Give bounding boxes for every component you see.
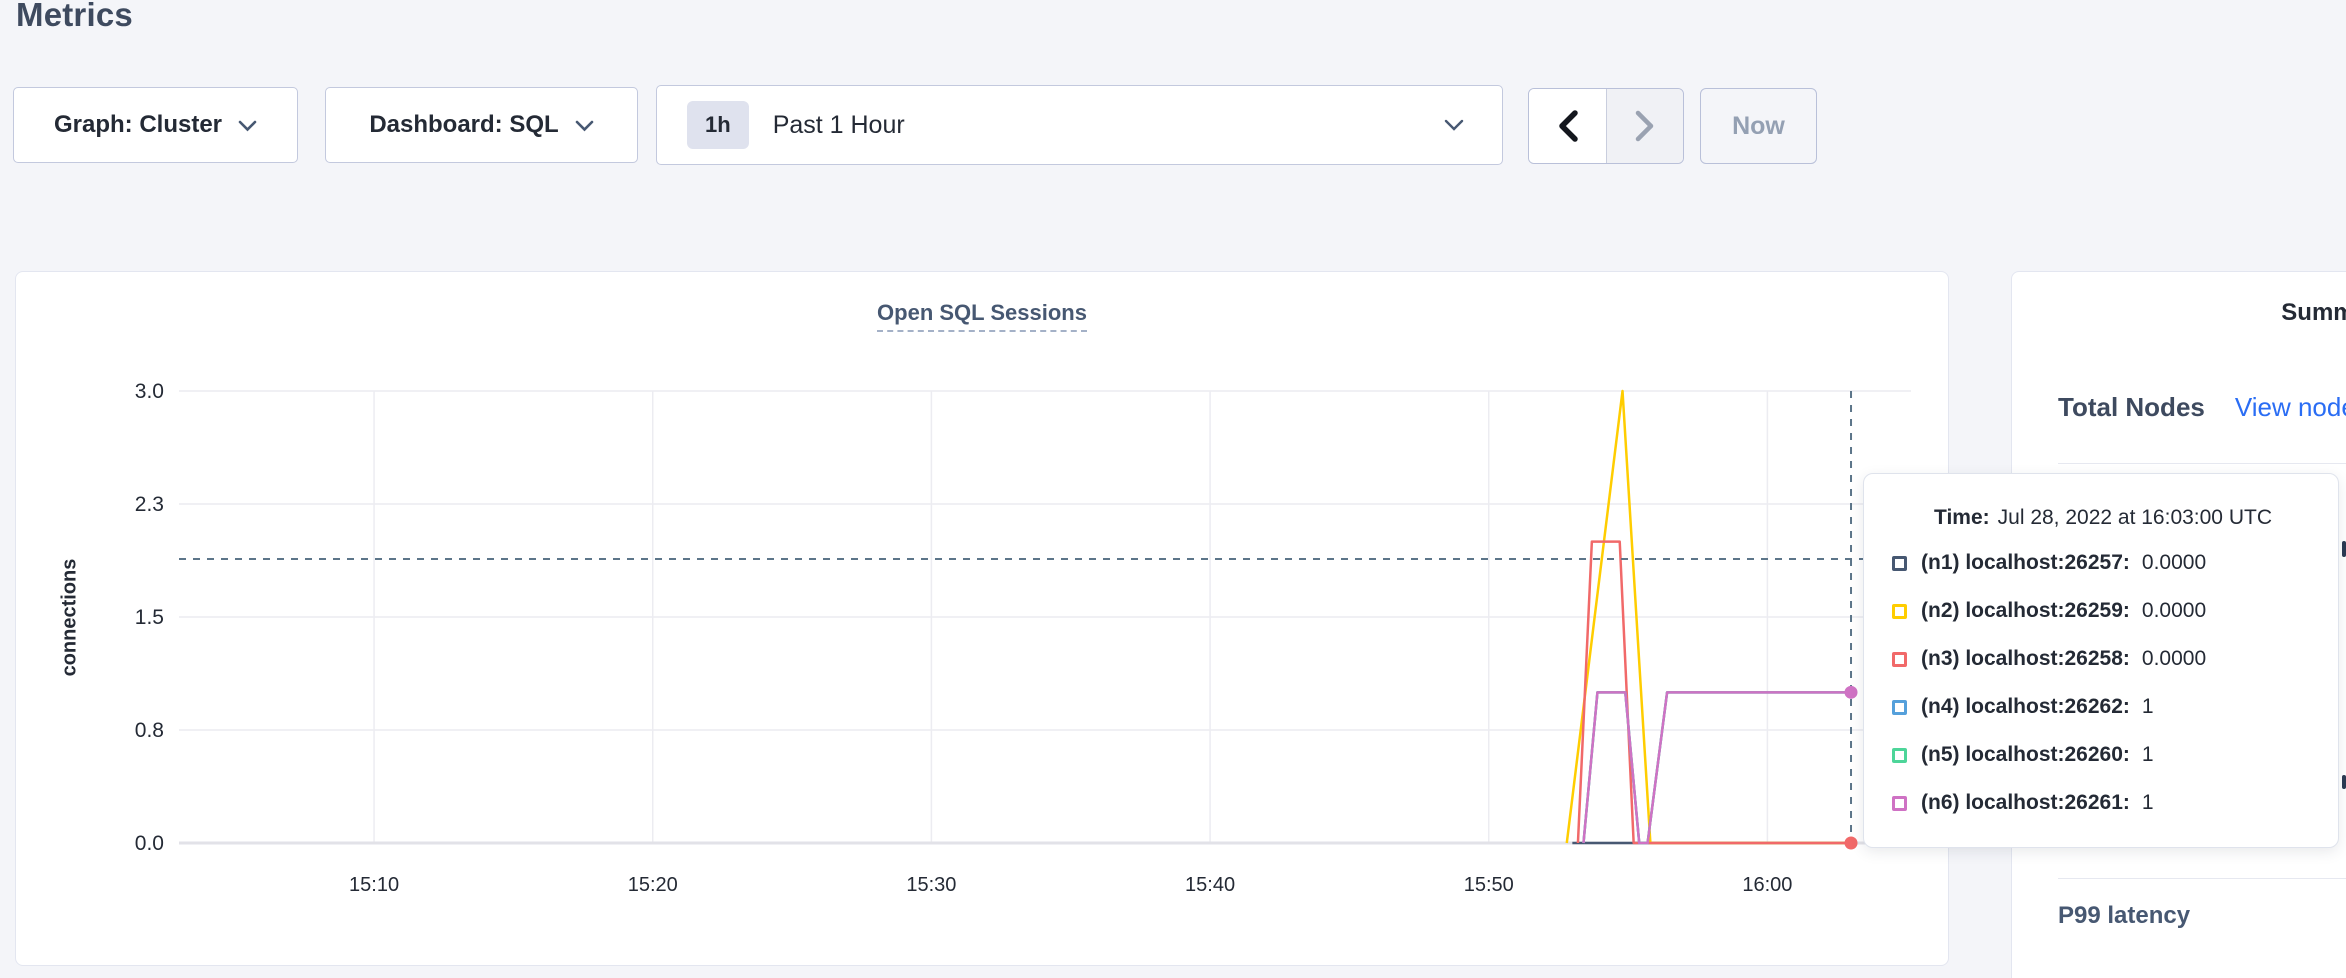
- time-range-selector[interactable]: 1h Past 1 Hour: [656, 85, 1503, 165]
- time-range-label: Past 1 Hour: [772, 110, 905, 139]
- total-nodes-row: Total Nodes View nodes: [2058, 392, 2346, 423]
- graph-dropdown[interactable]: Graph: Cluster: [13, 87, 298, 163]
- svg-text:0.8: 0.8: [135, 719, 164, 742]
- chevron-right-icon: [1635, 110, 1654, 142]
- tooltip-series-row-n2: (n2) localhost:26259: 0.0000: [1892, 598, 2314, 624]
- svg-text:16:00: 16:00: [1742, 874, 1792, 896]
- page-title: Metrics: [16, 0, 133, 33]
- tooltip-series-rows: (n1) localhost:26257: 0.0000 (n2) localhos…: [1892, 550, 2314, 816]
- tooltip-time-value: Jul 28, 2022 at 16:03:00 UTC: [1997, 506, 2272, 529]
- series-color-swatch-icon: [1892, 603, 1907, 619]
- series-line-n4: [1582, 691, 1852, 845]
- svg-text:15:10: 15:10: [349, 874, 399, 896]
- total-nodes-label: Total Nodes: [2058, 392, 2205, 422]
- time-forward-button[interactable]: [1606, 89, 1683, 163]
- series-name: (n3) localhost:26258:: [1921, 647, 2130, 670]
- series-line-n6: [1582, 691, 1852, 845]
- series-name: (n2) localhost:26259:: [1921, 599, 2130, 622]
- svg-text:15:30: 15:30: [906, 874, 956, 896]
- clipped-sidebar-text-fragment: [2342, 541, 2346, 557]
- series-value: 1: [2141, 791, 2154, 814]
- time-back-button[interactable]: [1529, 89, 1606, 163]
- svg-text:3.0: 3.0: [135, 380, 164, 403]
- divider: [2058, 878, 2346, 879]
- series-value: 1: [2141, 695, 2154, 718]
- x-axis-tick-labels: 15:10 15:20 15:30 15:40 15:50 16:00: [349, 874, 1792, 896]
- tooltip-time-label: Time:: [1934, 506, 1990, 529]
- tooltip-series-row-n3: (n3) localhost:26258: 0.0000: [1892, 646, 2314, 672]
- series-color-swatch-icon: [1892, 795, 1907, 811]
- series-color-swatch-icon: [1892, 651, 1907, 667]
- tooltip-series-row-n6: (n6) localhost:26261: 1: [1892, 790, 2314, 816]
- svg-text:15:50: 15:50: [1464, 874, 1514, 896]
- tooltip-time-row: Time: Jul 28, 2022 at 16:03:00 UTC: [1892, 506, 2314, 530]
- chevron-down-icon: [575, 120, 593, 131]
- divider: [2058, 463, 2346, 464]
- hover-point-n3: [1844, 836, 1858, 850]
- series-value: 0.0000: [2141, 599, 2207, 622]
- series-color-swatch-icon: [1892, 747, 1907, 763]
- time-nav-group: [1528, 88, 1684, 164]
- chart-hover-tooltip: Time: Jul 28, 2022 at 16:03:00 UTC (n1) l…: [1863, 473, 2339, 848]
- now-button[interactable]: Now: [1700, 88, 1817, 164]
- chevron-down-icon: [238, 120, 257, 131]
- series-value: 0.0000: [2141, 647, 2207, 670]
- gridlines: [179, 390, 1911, 845]
- svg-text:0.0: 0.0: [135, 832, 164, 855]
- svg-text:1.5: 1.5: [135, 606, 164, 629]
- tooltip-series-row-n1: (n1) localhost:26257: 0.0000: [1892, 550, 2314, 576]
- svg-text:15:40: 15:40: [1185, 874, 1235, 896]
- hover-point-n6: [1844, 685, 1858, 699]
- series-line-n3: [1576, 540, 1852, 845]
- series-value: 0.0000: [2141, 551, 2207, 574]
- sql-sessions-line-chart[interactable]: 15:10 15:20 15:30 15:40 15:50 16:00 0.0 0.8 1.5 2…: [16, 272, 1950, 967]
- svg-text:15:20: 15:20: [628, 874, 678, 896]
- series-name: (n4) localhost:26262:: [1921, 695, 2130, 718]
- series-color-swatch-icon: [1892, 555, 1907, 571]
- dashboard-dropdown-label: Dashboard: SQL: [369, 111, 559, 138]
- tooltip-series-row-n4: (n4) localhost:26262: 1: [1892, 694, 2314, 720]
- y-axis-tick-labels: 0.0 0.8 1.5 2.3 3.0: [135, 380, 164, 855]
- graph-dropdown-label: Graph: Cluster: [53, 111, 223, 138]
- view-nodes-link[interactable]: View nodes: [2234, 392, 2346, 422]
- tooltip-series-row-n5: (n5) localhost:26260: 1: [1892, 742, 2314, 768]
- series-name: (n5) localhost:26260:: [1921, 743, 2130, 766]
- dashboard-dropdown[interactable]: Dashboard: SQL: [325, 87, 638, 163]
- svg-text:2.3: 2.3: [135, 493, 164, 516]
- chevron-down-icon: [1444, 118, 1464, 132]
- series-line-n5: [1582, 691, 1852, 845]
- open-sql-sessions-chart-card: Open SQL Sessions connections 15:10 15:20…: [15, 271, 1949, 966]
- summary-title: Summary: [2281, 299, 2346, 326]
- series-name: (n1) localhost:26257:: [1921, 551, 2130, 574]
- series-value: 1: [2141, 743, 2154, 766]
- time-range-badge: 1h: [687, 101, 749, 149]
- series-color-swatch-icon: [1892, 699, 1907, 715]
- p99-latency-label: P99 latency: [2058, 902, 2191, 929]
- series-name: (n6) localhost:26261:: [1921, 791, 2130, 814]
- clipped-sidebar-text-fragment: [2342, 775, 2346, 789]
- chevron-left-icon: [1558, 110, 1578, 142]
- chart-title: Open SQL Sessions: [16, 300, 1948, 332]
